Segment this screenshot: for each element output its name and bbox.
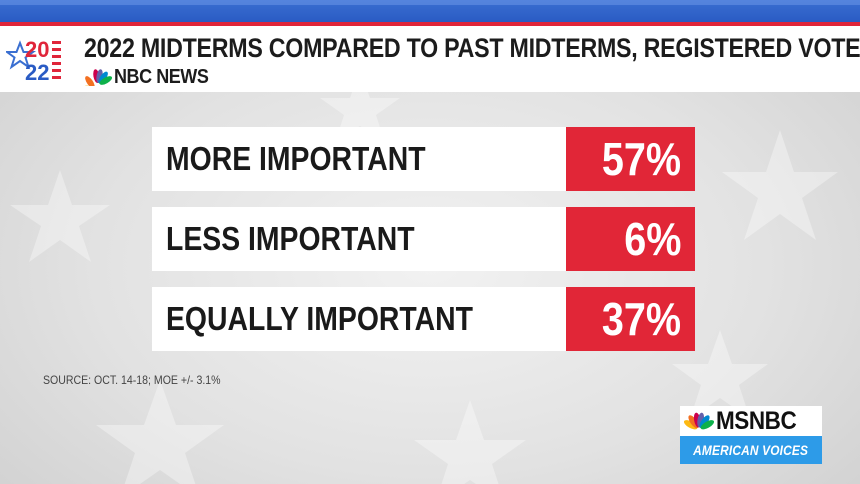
msnbc-peacock-icon [684,412,714,430]
nbc-news-label: NBC NEWS [114,65,209,88]
result-row: EQUALLY IMPORTANT 37% [152,287,695,351]
logo-year-bottom: 22 [25,60,49,85]
msnbc-brand: MSNBC [716,406,797,435]
result-row: LESS IMPORTANT 6% [152,207,695,271]
row-label: MORE IMPORTANT [166,140,426,177]
source-note: SOURCE: OCT. 14-18; MOE +/- 3.1% [43,373,221,387]
show-name: AMERICAN VOICES [693,442,809,458]
star-icon [6,40,37,70]
msnbc-logo: MSNBC [680,406,822,436]
page-title: 2022 MIDTERMS COMPARED TO PAST MIDTERMS,… [84,33,860,63]
row-value-box: 57% [566,127,695,191]
top-stripe [0,0,860,22]
row-label-box: LESS IMPORTANT [152,207,566,271]
row-label-box: MORE IMPORTANT [152,127,566,191]
logo-year-top: 20 [25,37,49,62]
row-value-box: 37% [566,287,695,351]
row-label-box: EQUALLY IMPORTANT [152,287,566,351]
result-row: MORE IMPORTANT 57% [152,127,695,191]
row-label: EQUALLY IMPORTANT [166,300,473,337]
row-value: 37% [601,293,681,345]
row-value: 57% [601,133,681,185]
row-label: LESS IMPORTANT [166,220,415,257]
msnbc-bug: MSNBC AMERICAN VOICES [680,406,822,464]
header-bar [0,26,860,92]
header-red-line [0,22,860,26]
row-value: 6% [623,213,681,265]
nbc-peacock-icon [84,69,112,86]
row-value-box: 6% [566,207,695,271]
midterms-2022-logo: 20 22 [6,37,61,85]
show-banner: AMERICAN VOICES [680,436,822,464]
nbc-news-logo: NBC NEWS [84,66,219,88]
